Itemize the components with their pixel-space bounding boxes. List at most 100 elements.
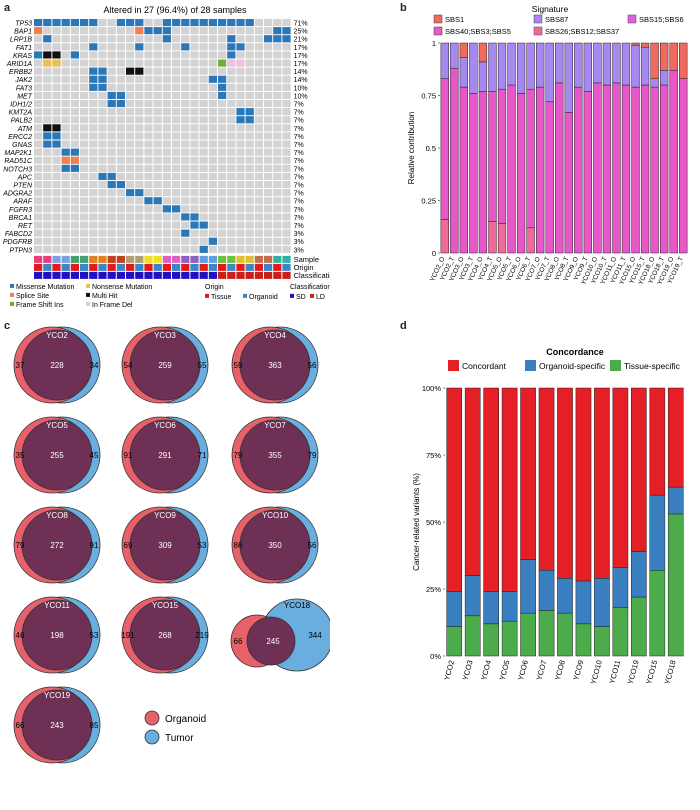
onco-cell-empty — [80, 181, 89, 189]
onco-cell-empty — [199, 140, 208, 148]
onco-cell-empty — [199, 67, 208, 75]
classification-annotation-cell — [282, 271, 291, 279]
panel-label-c: c — [4, 320, 11, 332]
classification-annotation-cell — [190, 271, 199, 279]
venn-tumor-only: 53 — [198, 541, 207, 550]
onco-cell-empty — [126, 51, 135, 59]
onco-cell-empty — [34, 35, 43, 43]
onco-cell-empty — [199, 35, 208, 43]
onco-cell-empty — [227, 140, 236, 148]
onco-cell-empty — [208, 221, 217, 229]
concordance-legend-label: Tissue-specific — [624, 361, 681, 371]
stacked-bar-segment — [538, 610, 555, 657]
onco-cell-mutation — [61, 19, 70, 27]
onco-cell-mutation — [190, 19, 199, 27]
onco-cell-empty — [61, 75, 70, 83]
gene-label: KMT2A — [9, 110, 33, 117]
origin-annotation-cell — [282, 263, 291, 271]
onco-cell-empty — [199, 27, 208, 35]
concordance-legend-swatch — [448, 360, 459, 371]
panel-a-oncoplot: a Altered in 27 (96.4%) of 28 samples TP5… — [0, 0, 338, 310]
signature-legend-label: SBS1 — [445, 15, 464, 24]
onco-cell-mutation — [236, 108, 245, 116]
onco-cell-empty — [227, 181, 236, 189]
gene-label: PDGFRB — [3, 239, 33, 246]
onco-cell-empty — [43, 172, 52, 180]
onco-cell-empty — [43, 229, 52, 237]
onco-cell-empty — [162, 124, 171, 132]
onco-cell-empty — [273, 213, 282, 221]
onco-cell-empty — [190, 245, 199, 253]
onco-cell-empty — [181, 181, 190, 189]
venn-diagram: YCO8 79 272 91 — [13, 506, 101, 584]
onco-cell-empty — [172, 229, 181, 237]
onco-cell-empty — [282, 116, 291, 124]
onco-cell-empty — [264, 148, 273, 156]
onco-cell-empty — [218, 164, 227, 172]
onco-cell-mutation — [227, 51, 236, 59]
origin-annotation-cell — [98, 263, 107, 271]
venn-overlap — [239, 329, 311, 401]
onco-cell-empty — [144, 213, 153, 221]
gene-label: BRCA1 — [9, 215, 32, 222]
onco-cell-empty — [80, 91, 89, 99]
stacked-bar-segment — [667, 486, 684, 515]
onco-cell-empty — [282, 19, 291, 27]
onco-cell-empty — [34, 245, 43, 253]
onco-cell-empty — [218, 156, 227, 164]
onco-cell-empty — [153, 43, 162, 51]
onco-cell-empty — [181, 75, 190, 83]
onco-cell-empty — [199, 164, 208, 172]
stacked-bar-segment — [488, 91, 497, 222]
onco-cell-empty — [227, 67, 236, 75]
sample-annotation-cell — [264, 255, 273, 263]
onco-cell-empty — [282, 124, 291, 132]
onco-cell-empty — [190, 148, 199, 156]
onco-cell-mutation — [245, 19, 254, 27]
onco-cell-empty — [80, 43, 89, 51]
onco-cell-empty — [126, 172, 135, 180]
y-tick-label: 0 — [432, 249, 436, 258]
onco-cell-empty — [227, 245, 236, 253]
venn-organoid-only: 54 — [124, 361, 133, 370]
onco-cell-empty — [218, 67, 227, 75]
onco-cell-mutation — [70, 164, 79, 172]
onco-cell-empty — [218, 35, 227, 43]
onco-cell-empty — [254, 181, 263, 189]
onco-cell-empty — [89, 116, 98, 124]
gene-label: BAP1 — [14, 29, 32, 36]
onco-cell-empty — [218, 205, 227, 213]
gene-label: ADGRA2 — [2, 191, 32, 198]
onco-cell-empty — [52, 221, 61, 229]
mutation-legend-swatch — [86, 292, 90, 297]
onco-cell-empty — [273, 197, 282, 205]
onco-cell-empty — [116, 213, 125, 221]
onco-cell-empty — [245, 67, 254, 75]
onco-cell-mutation — [144, 197, 153, 205]
onco-cell-empty — [61, 237, 70, 245]
annotation-label: Sample — [294, 255, 319, 264]
venn-organoid-only: 69 — [124, 541, 133, 550]
stacked-bar-segment — [497, 88, 507, 224]
onco-cell-empty — [172, 140, 181, 148]
onco-cell-empty — [254, 51, 263, 59]
venn-shared: 255 — [50, 451, 64, 460]
stacked-bar-segment — [594, 387, 610, 579]
gene-label: TP53 — [15, 21, 32, 28]
onco-cell-empty — [273, 164, 282, 172]
onco-cell-empty — [70, 181, 79, 189]
onco-cell-empty — [107, 140, 116, 148]
onco-cell-empty — [153, 181, 162, 189]
onco-cell-empty — [61, 140, 70, 148]
onco-cell-empty — [254, 221, 263, 229]
venn-sample-label: YCO15 — [152, 601, 179, 610]
onco-cell-empty — [70, 132, 79, 140]
onco-cell-empty — [236, 164, 245, 172]
onco-cell-empty — [107, 67, 116, 75]
venn-overlap — [129, 419, 201, 491]
onco-cell-empty — [61, 132, 70, 140]
onco-cell-empty — [52, 100, 61, 108]
gene-label: RAD51C — [4, 158, 33, 165]
onco-cell-empty — [172, 164, 181, 172]
gene-label: MAP2K1 — [4, 150, 32, 157]
